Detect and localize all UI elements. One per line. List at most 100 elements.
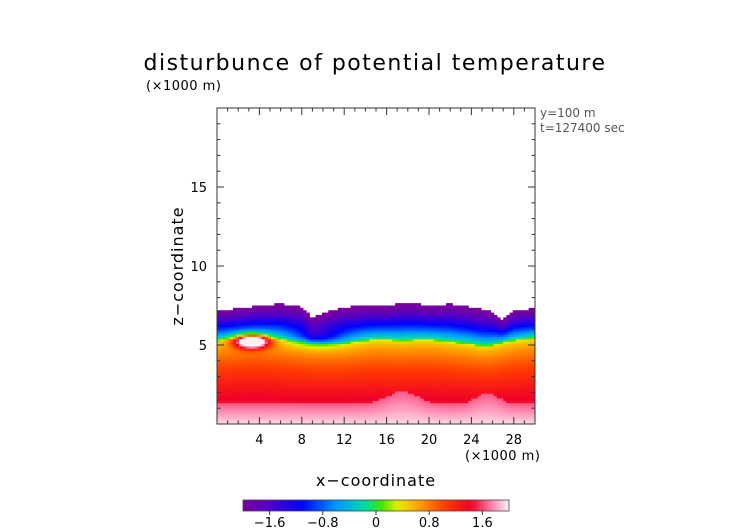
field-cell <box>531 397 535 401</box>
field-cell <box>271 343 275 347</box>
field-cell <box>455 324 460 328</box>
field-cell <box>506 386 511 390</box>
field-cell <box>293 350 298 354</box>
field-cell <box>369 352 374 356</box>
field-cell <box>274 307 279 311</box>
field-cell <box>439 341 444 345</box>
field-cell <box>290 400 294 404</box>
field-cell <box>290 352 294 356</box>
field-cell <box>328 357 333 361</box>
field-cell <box>293 395 298 399</box>
field-cell <box>484 336 488 340</box>
field-cell <box>484 402 488 406</box>
field-cell <box>458 412 463 416</box>
field-cell <box>321 319 326 323</box>
field-cell <box>255 419 259 423</box>
field-cell <box>417 376 422 380</box>
field-cell <box>414 312 418 316</box>
field-cell <box>528 352 533 356</box>
field-cell <box>442 383 447 387</box>
field-cell <box>239 319 244 323</box>
field-cell <box>519 395 523 399</box>
field-cell <box>350 378 355 382</box>
field-cell <box>452 357 457 361</box>
field-cell <box>420 322 425 326</box>
field-cell <box>465 378 469 382</box>
field-cell <box>417 322 422 326</box>
field-cell <box>261 324 266 328</box>
field-cell <box>286 319 291 323</box>
field-cell <box>242 326 247 330</box>
field-cell <box>302 333 307 337</box>
field-cell <box>410 421 415 424</box>
field-cell <box>334 421 339 424</box>
field-cell <box>531 338 535 342</box>
field-cell <box>385 345 390 349</box>
field-cell <box>229 371 234 375</box>
field-cell <box>522 390 527 394</box>
field-cell <box>286 336 291 340</box>
field-cell <box>312 367 317 371</box>
field-cell <box>271 319 275 323</box>
field-cell <box>461 414 466 418</box>
field-cell <box>309 397 313 401</box>
field-cell <box>255 381 259 385</box>
field-cell <box>404 371 409 375</box>
field-cell <box>360 400 364 404</box>
field-cell <box>245 355 250 359</box>
field-cell <box>337 324 342 328</box>
field-cell <box>325 360 329 363</box>
field-cell <box>442 381 447 385</box>
field-cell <box>309 338 313 342</box>
field-cell <box>286 305 291 309</box>
field-cell <box>484 367 488 371</box>
field-cell <box>509 374 514 378</box>
field-cell <box>531 419 535 423</box>
field-cell <box>493 317 498 321</box>
field-cell <box>376 310 380 314</box>
field-cell <box>442 322 447 326</box>
field-cell <box>325 383 329 387</box>
field-cell <box>217 400 221 404</box>
field-cell <box>369 336 374 340</box>
field-cell <box>267 378 272 382</box>
field-cell <box>423 412 428 416</box>
field-cell <box>306 333 310 337</box>
field-cell <box>493 333 498 337</box>
field-cell <box>433 369 438 373</box>
field-cell <box>239 310 244 314</box>
field-cell <box>468 414 472 418</box>
field-cell <box>341 312 345 316</box>
field-cell <box>242 310 247 314</box>
field-cell <box>379 390 383 394</box>
field-cell <box>525 333 530 337</box>
field-cell <box>344 405 348 409</box>
field-cell <box>264 357 269 361</box>
field-cell <box>528 381 533 385</box>
field-cell <box>410 336 415 340</box>
field-cell <box>309 343 313 347</box>
field-cell <box>439 345 444 349</box>
field-cell <box>401 322 406 326</box>
field-cell <box>398 319 403 323</box>
field-cell <box>484 345 488 349</box>
field-cell <box>404 421 409 424</box>
field-cell <box>325 374 329 378</box>
field-cell <box>328 312 333 316</box>
field-cell <box>484 352 488 356</box>
field-cell <box>296 336 301 340</box>
field-cell <box>414 350 418 354</box>
field-cell <box>337 317 342 321</box>
field-cell <box>251 421 256 424</box>
field-cell <box>236 322 240 326</box>
field-cell <box>519 331 523 335</box>
field-cell <box>226 336 231 340</box>
field-cell <box>528 371 533 375</box>
field-cell <box>325 369 329 373</box>
field-cell <box>356 414 361 418</box>
field-cell <box>404 326 409 330</box>
field-cell <box>465 336 469 340</box>
field-cell <box>522 400 527 404</box>
field-cell <box>503 338 507 342</box>
field-cell <box>452 345 457 349</box>
